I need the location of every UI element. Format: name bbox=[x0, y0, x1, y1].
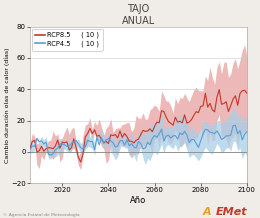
Text: EMet: EMet bbox=[216, 207, 248, 217]
Text: A: A bbox=[203, 207, 211, 217]
X-axis label: Año: Año bbox=[130, 196, 147, 205]
Title: TAJO
ANUAL: TAJO ANUAL bbox=[122, 4, 155, 26]
Legend: RCP8.5     ( 10 ), RCP4.5     ( 10 ): RCP8.5 ( 10 ), RCP4.5 ( 10 ) bbox=[32, 29, 103, 51]
Y-axis label: Cambio duración olas de calor (días): Cambio duración olas de calor (días) bbox=[4, 47, 10, 163]
Text: © Agencia Estatal de Meteorología: © Agencia Estatal de Meteorología bbox=[3, 213, 79, 217]
